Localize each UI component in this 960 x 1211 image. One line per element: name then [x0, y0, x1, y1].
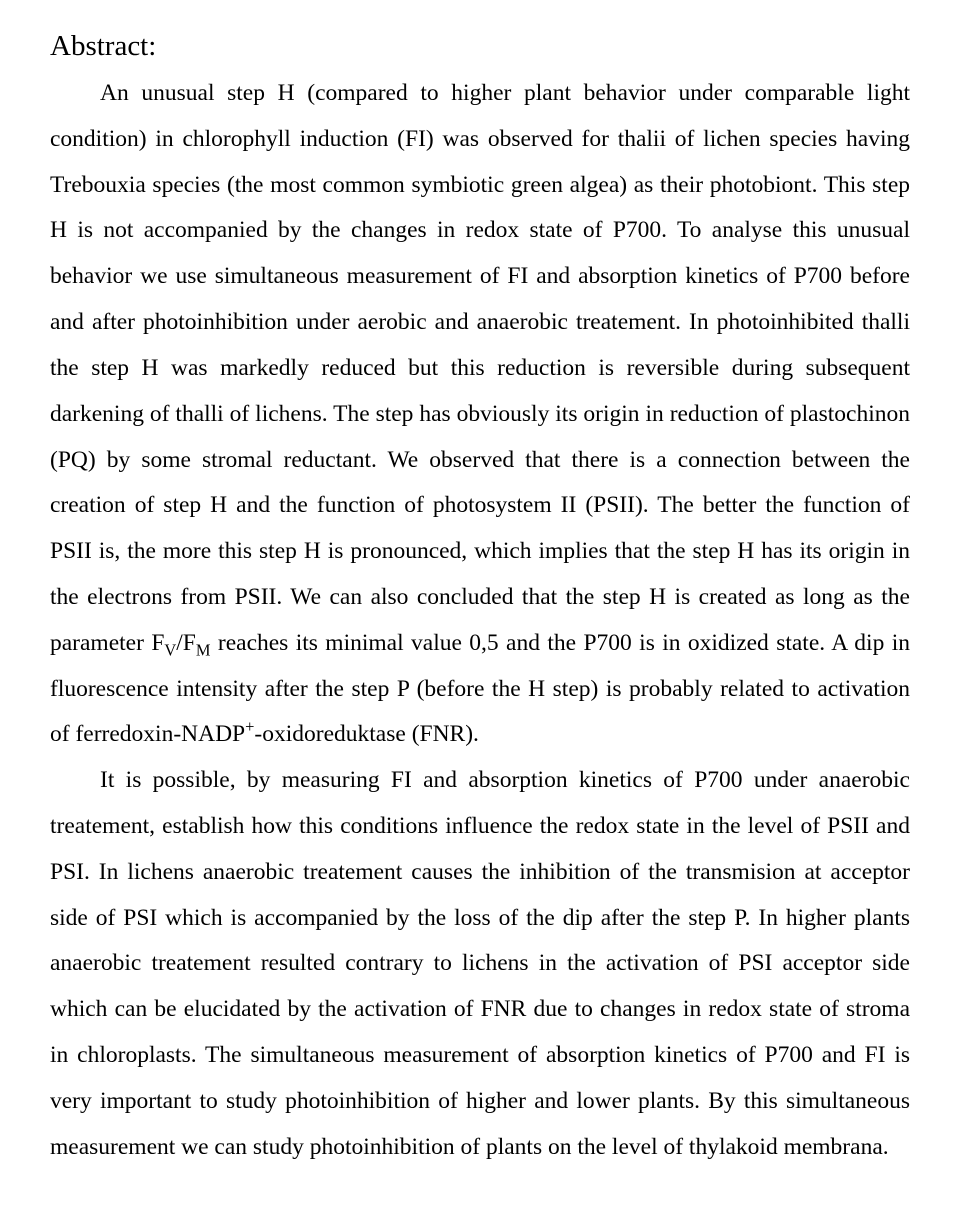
- abstract-heading: Abstract:: [50, 30, 910, 63]
- p1-text-1: An unusual step H (compared to higher pl…: [50, 80, 910, 656]
- abstract-paragraph-2: It is possible, by measuring FI and abso…: [50, 758, 910, 1170]
- abstract-paragraph-1: An unusual step H (compared to higher pl…: [50, 71, 910, 758]
- p1-text-2: /F: [176, 630, 196, 656]
- subscript-m: M: [196, 640, 211, 659]
- p1-text-4: -oxidoreduktase (FNR).: [254, 721, 479, 747]
- subscript-v: V: [164, 640, 176, 659]
